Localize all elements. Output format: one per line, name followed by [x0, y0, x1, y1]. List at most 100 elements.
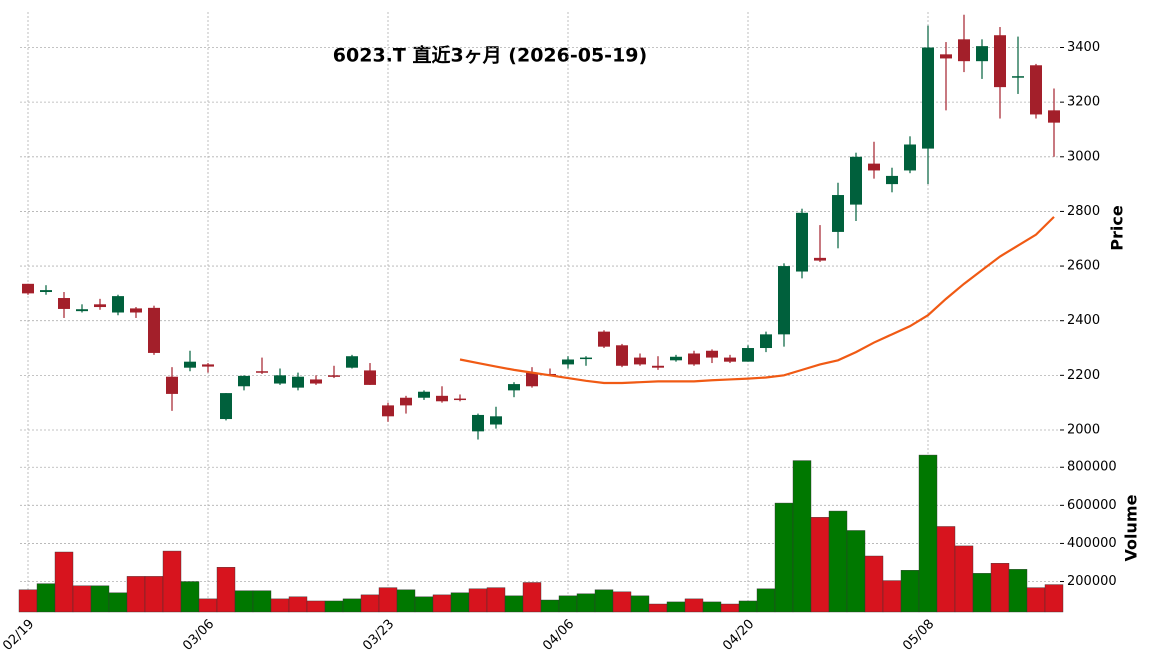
candle-body — [868, 163, 880, 171]
y-tick-label: 2400 — [1067, 313, 1100, 328]
volume-bar — [864, 555, 884, 613]
volume-bar — [990, 563, 1010, 613]
volume-bar — [540, 599, 560, 613]
x-tick-label: 05/08 — [900, 617, 937, 654]
candle-body — [760, 334, 772, 349]
volume-bar — [954, 545, 974, 613]
y-tick-label: 200000 — [1067, 574, 1117, 589]
volume-bar — [234, 590, 254, 613]
candle-body — [328, 375, 340, 377]
y-axis-label: Volume — [1122, 494, 1141, 561]
candle-body — [1030, 65, 1042, 115]
candle-body — [580, 357, 592, 360]
candle-body — [562, 359, 574, 365]
candle-body — [310, 379, 322, 384]
candle-body — [436, 395, 448, 402]
volume-bar — [648, 603, 668, 613]
volume-bar — [918, 454, 938, 613]
candle-body — [418, 391, 430, 398]
candle-body — [22, 283, 34, 294]
volume-bar — [972, 573, 992, 613]
candle-body — [1048, 110, 1060, 123]
candle-body — [130, 308, 142, 313]
candle-body — [238, 375, 250, 387]
candle-body — [958, 39, 970, 62]
y-tick-label: 2000 — [1067, 422, 1100, 437]
y-tick-label: 2800 — [1067, 204, 1100, 219]
candle-body — [922, 47, 934, 149]
candle-body — [886, 175, 898, 185]
candle-body — [454, 398, 466, 401]
candle-body — [274, 375, 286, 384]
candle-body — [76, 309, 88, 312]
candle-body — [796, 212, 808, 272]
chart-title: 6023.T 直近3ヶ月 (2026-05-19) — [333, 44, 647, 67]
candle-body — [292, 376, 304, 388]
x-tick-label: 03/23 — [360, 617, 397, 654]
candle-body — [688, 353, 700, 365]
x-tick-label: 04/20 — [720, 617, 757, 654]
volume-bar — [666, 601, 686, 613]
volume-bar — [486, 587, 506, 613]
volume-bar — [828, 510, 848, 613]
volume-bar — [1008, 569, 1028, 613]
volume-bar — [342, 598, 362, 613]
volume-bar — [378, 587, 398, 613]
candle-body — [40, 290, 52, 293]
volume-bar — [720, 603, 740, 613]
volume-bar — [54, 551, 74, 613]
volume-bar — [36, 583, 56, 613]
volume-bar — [270, 598, 290, 613]
candle-body — [724, 357, 736, 362]
volume-bar — [522, 582, 542, 613]
candle-body — [598, 331, 610, 347]
candle-body — [184, 361, 196, 368]
candle-body — [904, 144, 916, 171]
volume-bar — [144, 576, 164, 613]
candle-body — [148, 307, 160, 353]
volume-bar — [900, 570, 920, 613]
volume-bar — [738, 600, 758, 613]
volume-bar — [252, 590, 272, 613]
candle-body — [652, 365, 664, 368]
volume-bar — [1026, 587, 1046, 613]
volume-bar — [198, 598, 218, 613]
volume-bar — [936, 526, 956, 613]
volume-bar — [468, 588, 488, 613]
y-axis-label: Price — [1108, 205, 1127, 251]
candle-body — [634, 357, 646, 365]
x-tick-label: 02/19 — [0, 617, 37, 654]
candle-body — [490, 416, 502, 425]
candle-body — [1012, 76, 1024, 78]
volume-bar — [630, 595, 650, 613]
volume-bar — [612, 591, 632, 613]
y-tick-label: 3000 — [1067, 149, 1100, 164]
y-tick-label: 3200 — [1067, 95, 1100, 110]
volume-bar — [324, 600, 344, 613]
candle-body — [382, 405, 394, 417]
candle-body — [976, 46, 988, 62]
volume-bar — [288, 596, 308, 613]
moving-average-line — [459, 216, 1055, 385]
volume-bar — [846, 530, 866, 613]
candle-body — [346, 356, 358, 368]
volume-bar — [414, 596, 434, 613]
volume-bar — [360, 594, 380, 613]
volume-bar — [882, 580, 902, 613]
candle-body — [166, 376, 178, 394]
y-tick-label: 2200 — [1067, 368, 1100, 383]
y-tick-label: 3400 — [1067, 40, 1100, 55]
volume-bar — [684, 598, 704, 613]
x-tick-label: 04/06 — [540, 617, 577, 654]
volume-bar — [126, 576, 146, 613]
volume-bar — [432, 594, 452, 613]
candle-body — [706, 350, 718, 358]
volume-bar — [810, 517, 830, 613]
volume-bar — [180, 581, 200, 613]
grid — [20, 12, 1060, 612]
volume-bar — [594, 589, 614, 613]
candle-body — [400, 397, 412, 406]
candle-body — [364, 370, 376, 385]
candle-body — [112, 296, 124, 313]
candle-body — [994, 35, 1006, 88]
